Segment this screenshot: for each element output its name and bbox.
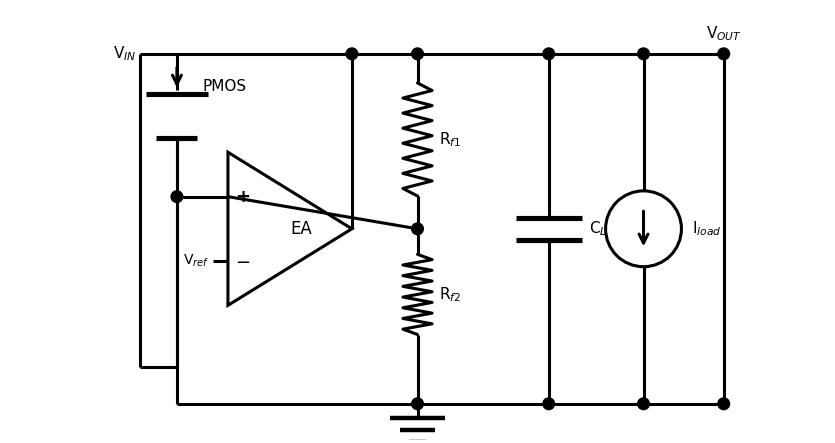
Text: +: + [235,188,250,206]
Circle shape [171,191,183,202]
Text: $-$: $-$ [235,252,250,270]
Text: V$_{OUT}$: V$_{OUT}$ [706,24,741,43]
Circle shape [412,398,423,410]
Text: C$_{L}$: C$_{L}$ [589,219,607,238]
Text: R$_{f2}$: R$_{f2}$ [439,285,462,304]
Circle shape [638,398,650,410]
Text: PMOS: PMOS [202,79,246,94]
Circle shape [718,398,730,410]
Text: V$_{ref}$: V$_{ref}$ [184,253,210,269]
Text: I$_{load}$: I$_{load}$ [692,219,721,238]
Text: V$_{IN}$: V$_{IN}$ [114,44,137,63]
Circle shape [718,48,730,60]
Circle shape [412,48,423,60]
Text: R$_{f1}$: R$_{f1}$ [439,130,462,149]
Circle shape [346,48,357,60]
Circle shape [543,398,554,410]
Circle shape [638,48,650,60]
Circle shape [543,48,554,60]
Circle shape [412,223,423,235]
Text: EA: EA [290,220,311,238]
